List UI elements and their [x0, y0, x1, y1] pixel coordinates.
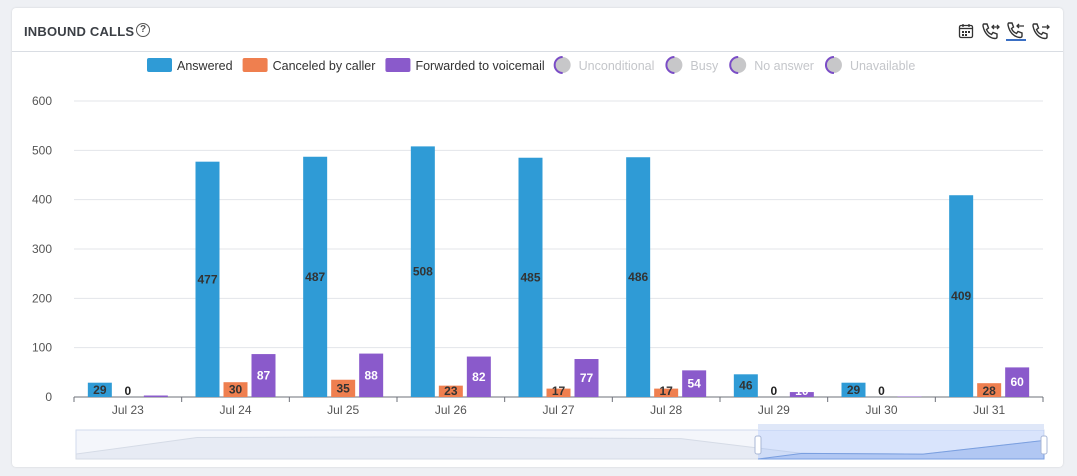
bar-canceled-by-caller[interactable]: [654, 388, 679, 397]
y-tick-label: 0: [45, 390, 52, 404]
bar-value-label: 46: [739, 379, 753, 393]
legend-disabled-swatch[interactable]: [554, 57, 571, 73]
bar-forwarded-to-voicemail[interactable]: [359, 353, 384, 397]
zoom-right-handle[interactable]: [1040, 435, 1048, 455]
bar-answered[interactable]: [841, 382, 866, 397]
phone-incoming-icon[interactable]: [1006, 21, 1026, 41]
x-tick-label: Jul 23: [112, 403, 144, 417]
legend-swatch[interactable]: [242, 58, 268, 72]
bar-answered[interactable]: [733, 374, 758, 397]
bar-value-label: 17: [552, 384, 566, 398]
legend-item-label[interactable]: Forwarded to voicemail: [415, 59, 544, 73]
bar-value-label: 0: [770, 384, 777, 398]
bar-canceled-by-caller[interactable]: [331, 379, 356, 397]
bar-value-label: 82: [472, 370, 486, 384]
bar-answered[interactable]: [195, 161, 220, 397]
help-icon[interactable]: ?: [136, 23, 150, 37]
bar-value-label: 409: [951, 289, 971, 303]
bar-canceled-by-caller[interactable]: [438, 385, 463, 397]
legend-swatch[interactable]: [147, 58, 172, 72]
bar-value-label: 23: [444, 384, 458, 398]
legend-swatch[interactable]: [385, 58, 411, 72]
bar-value-label: 29: [93, 383, 107, 397]
bar-value-label: 29: [847, 383, 861, 397]
legend-disabled-swatch[interactable]: [730, 57, 747, 73]
bar-answered[interactable]: [303, 156, 328, 397]
x-tick-label: Jul 27: [542, 403, 574, 417]
bar-value-label: 508: [413, 265, 433, 279]
x-tick-label: Jul 26: [435, 403, 467, 417]
bar-value-label: 54: [687, 377, 701, 391]
legend-item-label[interactable]: No answer: [754, 59, 814, 73]
bar-value-label: 3: [152, 384, 159, 398]
bar-forwarded-to-voicemail[interactable]: [1005, 367, 1030, 397]
bar-value-label: 0: [878, 384, 885, 398]
zoom-left-handle[interactable]: [754, 435, 762, 455]
card-title: INBOUND CALLS: [24, 24, 135, 39]
legend-item-label[interactable]: Unconditional: [579, 59, 655, 73]
x-tick-label: Jul 25: [327, 403, 359, 417]
y-tick-label: 500: [32, 143, 52, 157]
bar-forwarded-to-voicemail[interactable]: [466, 356, 491, 397]
phone-inbound-icon[interactable]: [981, 21, 1001, 41]
bar-value-label: 88: [364, 368, 378, 382]
bar-value-label: 77: [580, 371, 594, 385]
x-tick-label: Jul 30: [865, 403, 897, 417]
x-tick-label: Jul 28: [650, 403, 682, 417]
bar-answered[interactable]: [410, 146, 435, 397]
legend-disabled-ring: [665, 56, 675, 74]
x-tick-label: Jul 29: [758, 403, 790, 417]
legend-disabled-swatch[interactable]: [825, 57, 842, 73]
legend-item-label[interactable]: Unavailable: [850, 59, 915, 73]
bar-forwarded-to-voicemail[interactable]: [143, 395, 168, 397]
bar-value-label: 0: [124, 384, 131, 398]
bar-forwarded-to-voicemail[interactable]: [251, 354, 276, 397]
x-tick-label: Jul 24: [219, 403, 251, 417]
bar-value-label: 486: [628, 270, 648, 284]
y-tick-label: 200: [32, 291, 52, 305]
bar-value-label: 17: [659, 384, 673, 398]
bar-answered[interactable]: [949, 195, 974, 397]
bar-value-label: 485: [520, 270, 540, 284]
y-tick-label: 100: [32, 341, 52, 355]
bar-value-label: 1: [906, 384, 913, 398]
bar-canceled-by-caller[interactable]: [223, 382, 248, 397]
legend-disabled-swatch[interactable]: [666, 57, 683, 73]
bar-forwarded-to-voicemail[interactable]: [682, 370, 707, 397]
view-toolbar: [956, 21, 1051, 41]
y-tick-label: 300: [32, 242, 52, 256]
legend-item-label[interactable]: Answered: [177, 59, 233, 73]
y-tick-label: 600: [32, 94, 52, 108]
x-tick-label: Jul 31: [973, 403, 1005, 417]
bar-forwarded-to-voicemail[interactable]: [574, 359, 599, 397]
bar-answered[interactable]: [626, 157, 651, 397]
bar-canceled-by-caller[interactable]: [977, 383, 1002, 397]
bar-canceled-by-caller[interactable]: [546, 388, 571, 397]
bar-value-label: 87: [257, 369, 271, 383]
bar-value-label: 28: [982, 384, 996, 398]
legend-disabled-ring: [825, 56, 835, 74]
phone-outbound-icon[interactable]: [1031, 21, 1051, 41]
bar-value-label: 30: [229, 383, 243, 397]
y-tick-label: 400: [32, 193, 52, 207]
legend-disabled-ring: [553, 56, 563, 74]
card-header: INBOUND CALLS ?: [12, 8, 1063, 52]
bar-value-label: 477: [197, 272, 217, 286]
bar-value-label: 487: [305, 270, 325, 284]
legend-disabled-ring: [729, 56, 739, 74]
bar-value-label: 10: [795, 384, 809, 398]
zoom-selected-area: [757, 439, 1045, 460]
bar-value-label: 35: [336, 381, 350, 395]
bar-value-label: 60: [1010, 375, 1024, 389]
zoom-move-handle[interactable]: [758, 424, 1044, 430]
bar-forwarded-to-voicemail[interactable]: [789, 392, 814, 397]
bar-answered[interactable]: [518, 157, 543, 397]
legend-item-label[interactable]: Busy: [690, 59, 719, 73]
legend-item-label[interactable]: Canceled by caller: [273, 59, 376, 73]
calendar-icon[interactable]: [956, 21, 976, 41]
inbound-calls-card: INBOUND CALLS ? 0 100 200 300 400 500 600 Jul 2…: [12, 8, 1063, 467]
bar-answered[interactable]: [87, 382, 112, 397]
